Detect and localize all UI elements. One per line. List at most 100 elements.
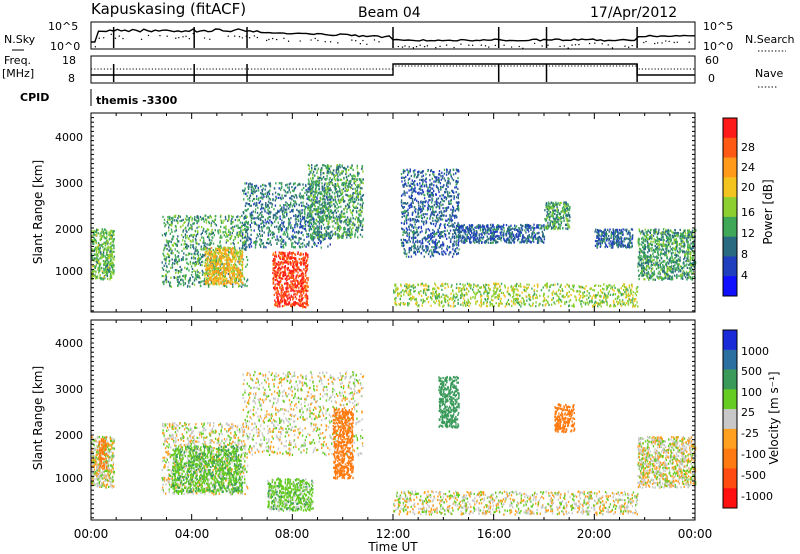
range-cell <box>287 254 290 257</box>
range-cell <box>634 292 636 295</box>
range-cell <box>231 217 233 221</box>
range-cell <box>234 218 237 222</box>
range-cell <box>537 286 539 289</box>
range-cell <box>256 211 259 214</box>
range-cell <box>232 215 234 219</box>
range-cell <box>212 242 215 245</box>
range-cell <box>306 243 308 246</box>
range-cell <box>333 169 335 172</box>
range-cell <box>320 173 322 176</box>
range-cell <box>341 234 343 237</box>
range-cell <box>302 194 305 197</box>
noise-search-point <box>314 37 316 40</box>
range-cell <box>213 280 215 284</box>
range-cell <box>260 213 263 216</box>
range-cell <box>217 271 220 274</box>
range-cell <box>253 217 255 220</box>
range-cell <box>277 263 279 266</box>
range-cell <box>257 206 259 209</box>
range-cell <box>286 283 288 286</box>
range-cell <box>100 253 102 256</box>
range-cell <box>208 265 210 268</box>
range-cell <box>186 235 188 238</box>
noise-search-point <box>522 47 524 50</box>
range-cell <box>361 225 364 229</box>
range-cell <box>93 257 95 260</box>
range-cell <box>253 203 255 206</box>
range-cell <box>555 292 557 296</box>
range-cell <box>303 218 306 221</box>
range-cell <box>105 268 107 271</box>
range-cell <box>210 282 213 285</box>
range-cell <box>330 198 332 201</box>
range-cell <box>211 239 213 242</box>
range-cell <box>254 242 257 245</box>
range-cell <box>361 205 363 208</box>
range-cell <box>294 292 296 295</box>
range-cell <box>300 294 302 297</box>
range-cell <box>285 242 287 245</box>
range-cell <box>109 259 112 262</box>
range-cell <box>178 214 180 218</box>
range-cell <box>558 295 560 298</box>
range-cell <box>167 280 170 283</box>
range-cell <box>532 302 534 305</box>
range-cell <box>210 254 212 257</box>
range-cell <box>303 305 306 309</box>
range-cell <box>302 281 305 284</box>
range-cell <box>441 282 444 285</box>
range-cell <box>327 223 329 226</box>
range-cell <box>466 282 469 285</box>
range-cell <box>631 284 633 287</box>
range-cell <box>284 282 286 285</box>
range-cell <box>405 283 407 286</box>
range-cell <box>241 250 243 253</box>
range-cell <box>319 242 322 245</box>
range-cell <box>290 256 293 260</box>
range-cell <box>304 191 306 194</box>
range-cell <box>408 297 411 301</box>
range-cell <box>628 297 630 300</box>
range-cell <box>98 247 100 251</box>
range-cell <box>226 261 229 264</box>
range-cell <box>362 217 364 220</box>
range-cell <box>347 182 350 186</box>
range-cell <box>355 190 357 193</box>
range-cell <box>304 262 306 265</box>
range-cell <box>344 200 346 203</box>
range-cell <box>326 182 328 185</box>
range-cell <box>260 239 263 242</box>
range-cell <box>102 253 105 256</box>
range-cell <box>248 186 250 189</box>
range-cell <box>342 195 344 198</box>
range-cell <box>215 254 217 257</box>
range-cell <box>306 303 308 306</box>
range-cell <box>357 195 359 198</box>
range-cell <box>303 257 305 260</box>
range-cell <box>308 167 310 170</box>
noise-search-point <box>453 46 455 49</box>
range-cell <box>107 262 109 265</box>
range-cell <box>325 216 327 219</box>
range-cell <box>97 266 100 269</box>
range-cell <box>286 299 288 302</box>
range-cell <box>281 253 283 256</box>
range-cell <box>316 194 319 197</box>
range-cell <box>528 283 530 286</box>
range-cell <box>187 218 190 221</box>
range-cell <box>213 272 215 275</box>
range-cell <box>194 273 197 276</box>
range-cell <box>335 171 337 174</box>
range-cell <box>304 221 306 224</box>
range-cell <box>208 283 210 286</box>
range-cell <box>269 212 271 215</box>
range-cell <box>299 217 302 220</box>
range-cell <box>307 224 309 227</box>
noise-search-point <box>480 44 483 46</box>
range-cell <box>173 215 176 218</box>
range-cell <box>300 295 303 298</box>
range-cell <box>253 241 255 244</box>
range-cell <box>542 286 544 289</box>
range-cell <box>192 236 194 239</box>
range-cell <box>167 244 170 247</box>
